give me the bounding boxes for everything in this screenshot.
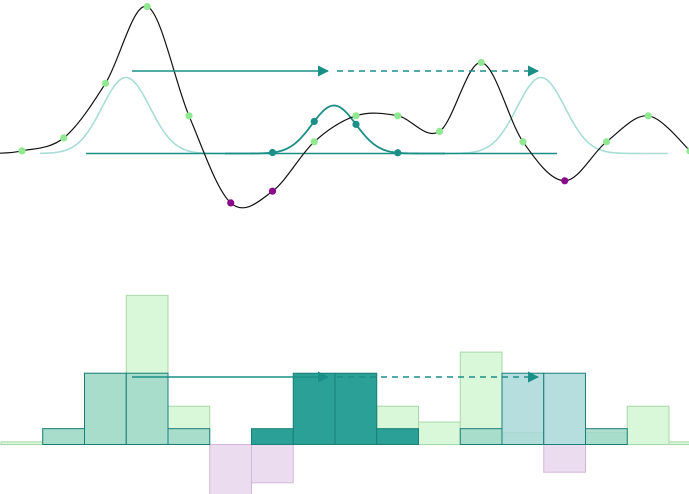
kernel-point bbox=[394, 149, 402, 157]
product-bar bbox=[125, 372, 169, 445]
product-bar bbox=[459, 428, 503, 446]
signal-point bbox=[644, 112, 652, 120]
kernel-point bbox=[352, 120, 360, 128]
product-bar bbox=[501, 372, 545, 445]
signal-point bbox=[60, 134, 68, 142]
product-bar bbox=[543, 372, 586, 445]
signal-point bbox=[602, 138, 611, 146]
product-bar bbox=[376, 428, 419, 446]
signal-bar bbox=[251, 444, 294, 484]
signal-point bbox=[18, 147, 26, 155]
signal-point bbox=[227, 199, 235, 207]
signal-bar bbox=[209, 444, 252, 494]
product-bar bbox=[84, 372, 127, 445]
signal-point bbox=[143, 3, 151, 11]
signal-point bbox=[185, 112, 193, 120]
signal-point bbox=[561, 177, 569, 185]
kernel-curve-ghost-right bbox=[439, 76, 668, 155]
signal-point bbox=[101, 79, 110, 87]
product-bars bbox=[42, 372, 628, 446]
kernel-sample-points bbox=[268, 117, 402, 157]
product-bar bbox=[334, 372, 378, 445]
product-bar bbox=[42, 428, 85, 446]
kernel-point bbox=[268, 148, 277, 157]
signal-point bbox=[310, 138, 318, 146]
signal-point bbox=[268, 187, 277, 195]
continuous-panel bbox=[0, 3, 689, 209]
product-bar bbox=[292, 372, 336, 445]
kernel-curve-ghost-left bbox=[39, 76, 240, 155]
signal-bar bbox=[626, 405, 670, 445]
signal-curve bbox=[0, 5, 689, 209]
kernel-curve-active bbox=[225, 104, 445, 155]
product-bar bbox=[251, 428, 294, 446]
product-bar bbox=[167, 428, 211, 446]
signal-point bbox=[519, 138, 527, 146]
signal-point bbox=[394, 112, 402, 120]
kernel-point bbox=[310, 117, 318, 126]
signal-point bbox=[477, 58, 485, 67]
signal-bar bbox=[418, 421, 461, 445]
signal-bar bbox=[0, 441, 44, 445]
signal-point bbox=[352, 112, 360, 120]
signal-point bbox=[435, 127, 444, 135]
discrete-panel bbox=[0, 294, 689, 494]
signal-sample-points bbox=[18, 3, 689, 207]
signal-point bbox=[686, 147, 689, 155]
product-bar bbox=[585, 428, 628, 446]
signal-bar bbox=[668, 441, 689, 445]
signal-bar bbox=[543, 444, 586, 473]
